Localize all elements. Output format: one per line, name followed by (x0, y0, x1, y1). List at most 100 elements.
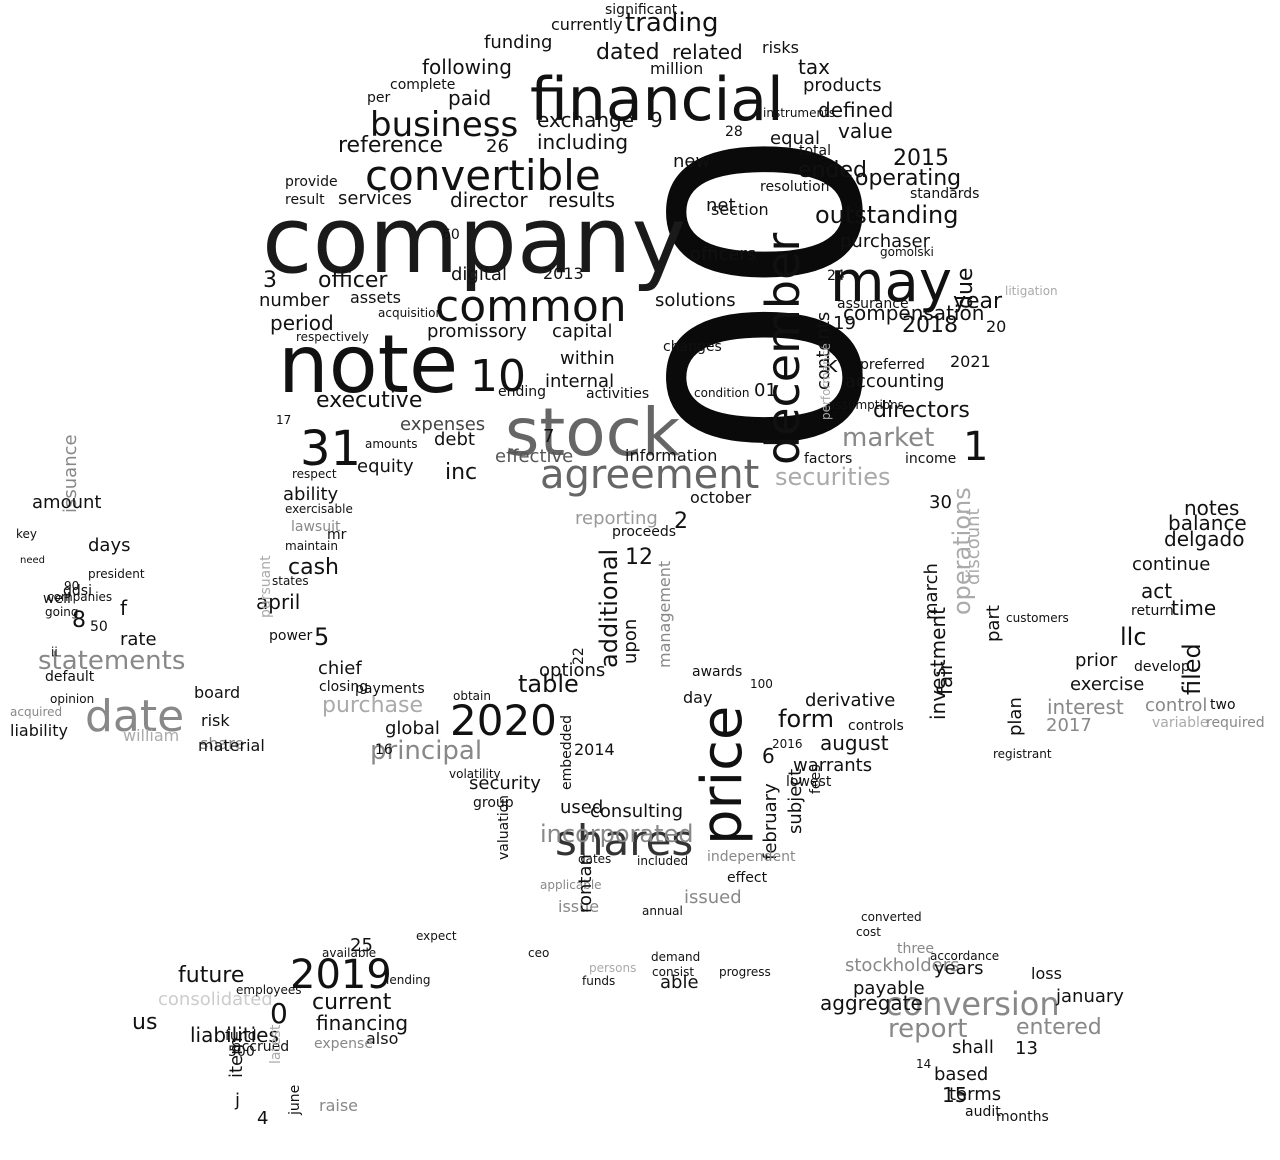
cloud-word: following (422, 55, 512, 79)
cloud-word: issue (558, 897, 600, 916)
cloud-word: funding (484, 32, 553, 53)
cloud-word: 1 (963, 424, 989, 470)
cloud-word: 30 (929, 492, 952, 513)
cloud-word: conversion (885, 985, 1060, 1023)
cloud-word: tax (798, 55, 830, 79)
cloud-word: 60 (442, 227, 460, 243)
cloud-word: 2019 (290, 952, 392, 998)
cloud-word: accounting (845, 371, 945, 392)
cloud-word: 3 (263, 268, 277, 293)
cloud-word: lending (386, 973, 431, 987)
cloud-word: may (830, 250, 953, 315)
cloud-word: 5 (314, 623, 330, 651)
cloud-word: expense (314, 1036, 373, 1052)
cloud-word: registrant (993, 747, 1052, 761)
cloud-word: rate (120, 629, 157, 650)
cloud-word: gomolski (880, 245, 934, 259)
cloud-word: states (272, 574, 309, 588)
cloud-word: 2016 (772, 737, 803, 751)
cloud-word: mr (327, 527, 347, 543)
cloud-word: ending (498, 384, 547, 400)
cloud-word: obtain (453, 689, 491, 703)
cloud-word: notes (1184, 496, 1240, 520)
cloud-word: information (625, 446, 718, 465)
cloud-word: operating (855, 166, 962, 191)
cloud-word: internal (545, 371, 615, 392)
cloud-word: trading (625, 8, 719, 38)
cloud-word: 2 (674, 509, 688, 534)
cloud-word: 2013 (543, 264, 584, 283)
cloud-word: liabilities (190, 1023, 279, 1047)
cloud-word: derivative (805, 690, 896, 711)
cloud-word: part (983, 605, 1004, 642)
cloud-word: consist (652, 965, 695, 979)
cloud-word: months (996, 1109, 1049, 1125)
cloud-word: independent (707, 849, 796, 865)
cloud-word: table (518, 670, 579, 698)
cloud-word: defined (818, 98, 894, 122)
cloud-word: time (1171, 596, 1217, 620)
cloud-word: annual (642, 904, 683, 918)
cloud-word: january (1056, 986, 1124, 1007)
cloud-word: period (270, 311, 334, 335)
cloud-word: standards (910, 186, 980, 202)
cloud-word: global (385, 718, 440, 739)
cloud-word: financial (530, 65, 784, 135)
cloud-word: demand (651, 950, 701, 964)
cloud-word: number (259, 290, 330, 311)
cloud-word: day (683, 688, 713, 707)
cloud-word: current (312, 990, 392, 1015)
cloud-word: instruments (763, 106, 836, 120)
cloud-word: litigation (1005, 284, 1058, 298)
cloud-word: compensation (843, 301, 985, 325)
cloud-word: new (673, 151, 711, 172)
cloud-word: solutions (655, 290, 736, 311)
cloud-word: payments (355, 681, 425, 697)
cloud-word: 2018 (902, 313, 958, 338)
cloud-word: equal (770, 128, 820, 149)
cloud-word: respectively (296, 330, 369, 344)
cloud-word: 2020 (450, 696, 557, 745)
cloud-word: continue (1132, 554, 1211, 575)
cloud-word: exercise (1070, 674, 1145, 695)
cloud-word: per (367, 90, 391, 106)
cloud-word: results (548, 188, 616, 212)
cloud-word: respect (292, 467, 337, 481)
cloud-word: going (45, 605, 79, 619)
cloud-word: report (888, 1014, 968, 1044)
cloud-word: two (1210, 697, 1236, 713)
cloud-word: days (88, 535, 131, 556)
cloud-word: including (537, 130, 629, 154)
cloud-word: 28 (725, 124, 743, 140)
cloud-word: discount (963, 508, 984, 585)
cloud-word: risk (201, 711, 230, 730)
cloud-word: services (338, 188, 412, 209)
cloud-word: payable (853, 978, 925, 999)
cloud-word: 2015 (893, 146, 949, 171)
cloud-word: used (560, 797, 604, 818)
cloud-word: key (16, 527, 38, 541)
cloud-word: 24 (827, 268, 845, 284)
cloud-word: 17 (276, 413, 292, 427)
cloud-word: activities (586, 386, 650, 402)
cloud-word: loss (1031, 964, 1062, 983)
cloud-word: based (934, 1064, 989, 1085)
cloud-word: embedded (559, 714, 575, 790)
cloud-word: included (637, 854, 689, 868)
cloud-word: promissory (427, 321, 527, 342)
cloud-word: fair (933, 661, 957, 695)
cloud-word: options (539, 660, 606, 681)
cloud-word: march (921, 563, 942, 620)
cloud-word: cash (288, 555, 339, 580)
cloud-word: lowest (786, 774, 832, 790)
cloud-word: interest (1047, 695, 1124, 719)
cloud-word: shares (555, 816, 694, 865)
cloud-word: inc (445, 460, 478, 485)
cloud-word: available (322, 946, 377, 960)
cloud-word: december (756, 232, 810, 465)
cloud-word: aggregate (820, 991, 923, 1015)
cloud-word: companies (47, 590, 113, 604)
cloud-word: effective (495, 446, 574, 467)
cloud-word: complete (390, 77, 456, 93)
cloud-word: form (778, 705, 834, 733)
